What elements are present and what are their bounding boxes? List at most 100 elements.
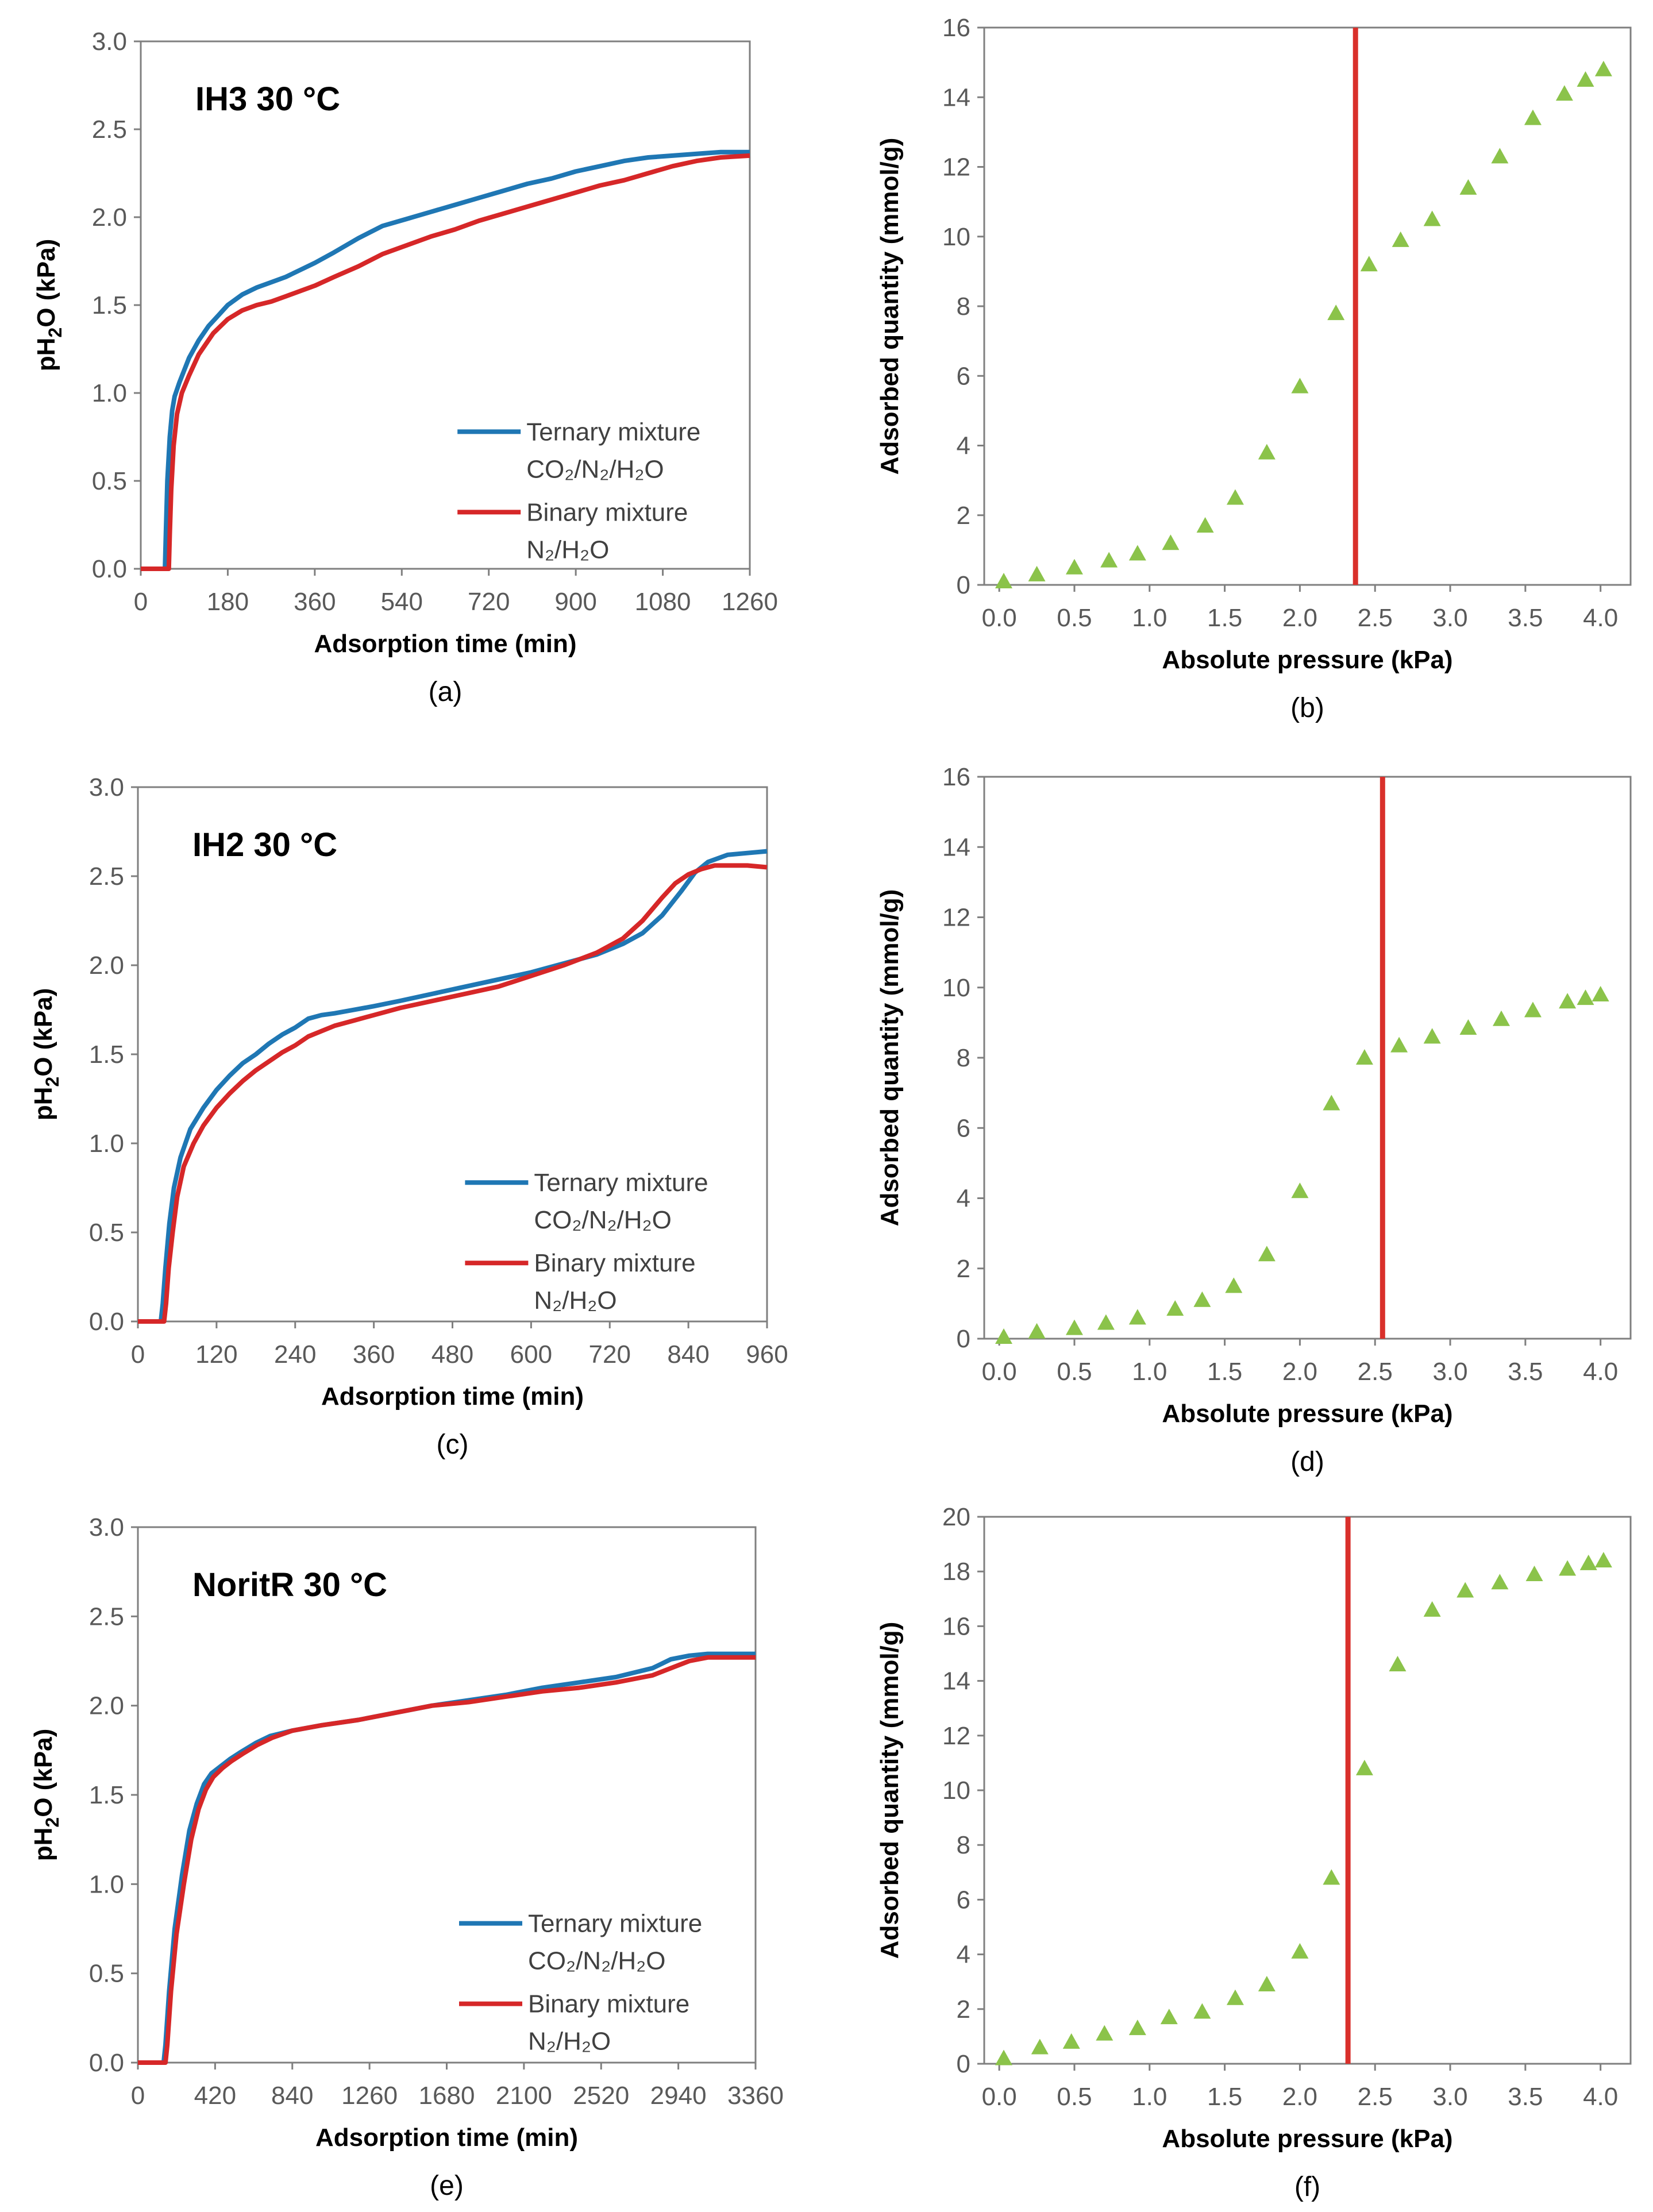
x-tick-label: 480 [431,1340,473,1369]
y-tick-label: 1.0 [92,379,127,407]
x-tick-label: 1.5 [1207,2083,1242,2111]
y-tick-label: 1.5 [89,1041,124,1069]
data-point-marker [1196,517,1214,533]
data-point-marker [1291,1182,1309,1199]
chart-b-ih3-isotherm: 0 2 4 6 8 10 12 14 16 0.0 0.5 1.0 1.5 2.0 2.5 3.0 3.5 4.0… [876,14,1632,723]
x-tick-label: 4.0 [1583,604,1618,632]
data-point-marker [1128,1309,1146,1325]
y-tick-label: 2 [957,1995,970,2024]
x-tick-label: 2.0 [1282,2083,1317,2111]
x-tick-label: 180 [207,588,249,616]
legend-binary-formula: N₂/H₂O [526,535,609,564]
x-tick-label: 3.0 [1432,2083,1467,2111]
data-point-marker [1555,85,1573,101]
data-point-marker [1594,60,1612,76]
y-tick-label: 18 [942,1558,970,1586]
x-tick-label: 1080 [635,588,691,616]
y-tick-label: 2.5 [92,115,127,144]
data-point-marker [1258,444,1276,460]
x-tick-label: 1.5 [1207,1358,1242,1386]
y-axis-title: Adsorbed quantity (mmol/g) [876,1622,904,1959]
y-tick-label: 0.0 [89,2049,124,2077]
y-axis-title-rest: O (kPa) [32,239,60,327]
y-tick-label: 20 [942,1503,970,1531]
y-tick-label: 3.0 [89,773,124,801]
y-tick-label: 8 [957,292,970,321]
x-tick-label: 960 [746,1340,788,1369]
data-point-marker [1389,1656,1407,1672]
data-point-marker [1579,1554,1597,1570]
y-tick-label: 2 [957,502,970,530]
y-tick-label: 4 [957,1185,970,1213]
y-tick-label: 8 [957,1044,970,1072]
y-tick-label: 6 [957,1114,970,1142]
plot-area [983,776,1632,1340]
y-tick-label: 6 [957,362,970,390]
y-tick-label: 1.5 [89,1781,124,1809]
y-tick-label: 2.0 [89,951,124,980]
data-point-marker [1423,1028,1441,1044]
legend-ternary-label: Ternary mixture [526,418,700,446]
y-tick-label: 2 [957,1255,970,1283]
y-tick-label: 3.0 [92,28,127,56]
x-tick-label: 0 [134,588,148,616]
legend-ternary-label: Ternary mixture [534,1169,708,1197]
plot-area [137,1526,757,2064]
x-tick-label: 360 [294,588,336,616]
x-axis-title: Adsorption time (min) [321,1382,584,1411]
data-point-marker [1423,1601,1441,1617]
x-tick-label: 3.5 [1508,1358,1543,1386]
x-tick-label: 2.5 [1358,2083,1393,2111]
y-tick-label: 2.0 [92,203,127,232]
x-axis-title: Adsorption time (min) [315,2124,578,2152]
y-tick-label: 14 [942,833,970,861]
y-tick-label: 4 [957,432,970,460]
y-axis-title: pH2O (kPa) [29,988,63,1121]
data-point-marker [1258,1246,1276,1262]
data-point-marker [1065,1319,1083,1335]
y-tick-label: 0 [957,571,970,599]
x-tick-label: 360 [353,1340,395,1369]
chart-d-ih2-isotherm: 0 2 4 6 8 10 12 14 16 0.0 0.5 1.0 1.5 2.0 2.5 3.0 3.5 4.0… [876,763,1632,1477]
data-point-marker [1028,1323,1046,1339]
x-tick-label: 1260 [341,2082,398,2110]
data-point-marker [1028,565,1046,581]
data-point-marker [1559,993,1577,1009]
x-tick-label: 2520 [573,2082,629,2110]
y-tick-label: 0.5 [92,467,127,495]
panel-label: (e) [430,2171,464,2201]
inset-title: NoritR 30 °C [192,1566,387,1604]
x-tick-label: 0 [131,1340,145,1369]
data-point-marker [1594,1552,1612,1568]
x-tick-label: 1.0 [1132,604,1167,632]
data-point-marker [1226,1989,1244,2005]
x-tick-label: 1680 [419,2082,475,2110]
x-tick-label: 720 [589,1340,631,1369]
y-axis-title-rest: O (kPa) [29,1729,57,1817]
y-axis-title-sub: 2 [42,1817,63,1828]
data-point-marker [1193,2003,1211,2019]
data-point-marker [1392,231,1409,247]
y-tick-label: 0.5 [89,1960,124,1988]
x-tick-label: 3.5 [1508,604,1543,632]
x-axis-title: Absolute pressure (kPa) [1162,2125,1452,2153]
x-tick-label: 1260 [722,588,778,616]
chart-e-noritr-breakthrough: 0.0 0.5 1.0 1.5 2.0 2.5 3.0 0 420 840 1260 1680 2100… [29,1513,784,2201]
data-point-marker [1360,256,1378,272]
data-point-marker [1459,1019,1477,1035]
data-point-marker [1031,2038,1049,2055]
y-tick-label: 12 [942,1722,970,1750]
y-tick-label: 0.0 [92,555,127,583]
x-tick-label: 540 [381,588,423,616]
plot-area [140,40,751,570]
ternary-series-line [141,149,750,571]
y-axis-title: pH2O (kPa) [32,239,65,372]
x-tick-label: 240 [274,1340,316,1369]
legend-ternary-formula: CO₂/N₂/H₂O [526,455,664,483]
data-point-marker [1423,210,1441,226]
x-tick-label: 1.5 [1207,604,1242,632]
data-point-marker [1166,1300,1184,1316]
plot-area [137,786,768,1323]
x-tick-label: 3.5 [1508,2083,1543,2111]
data-point-marker [1457,1582,1474,1598]
